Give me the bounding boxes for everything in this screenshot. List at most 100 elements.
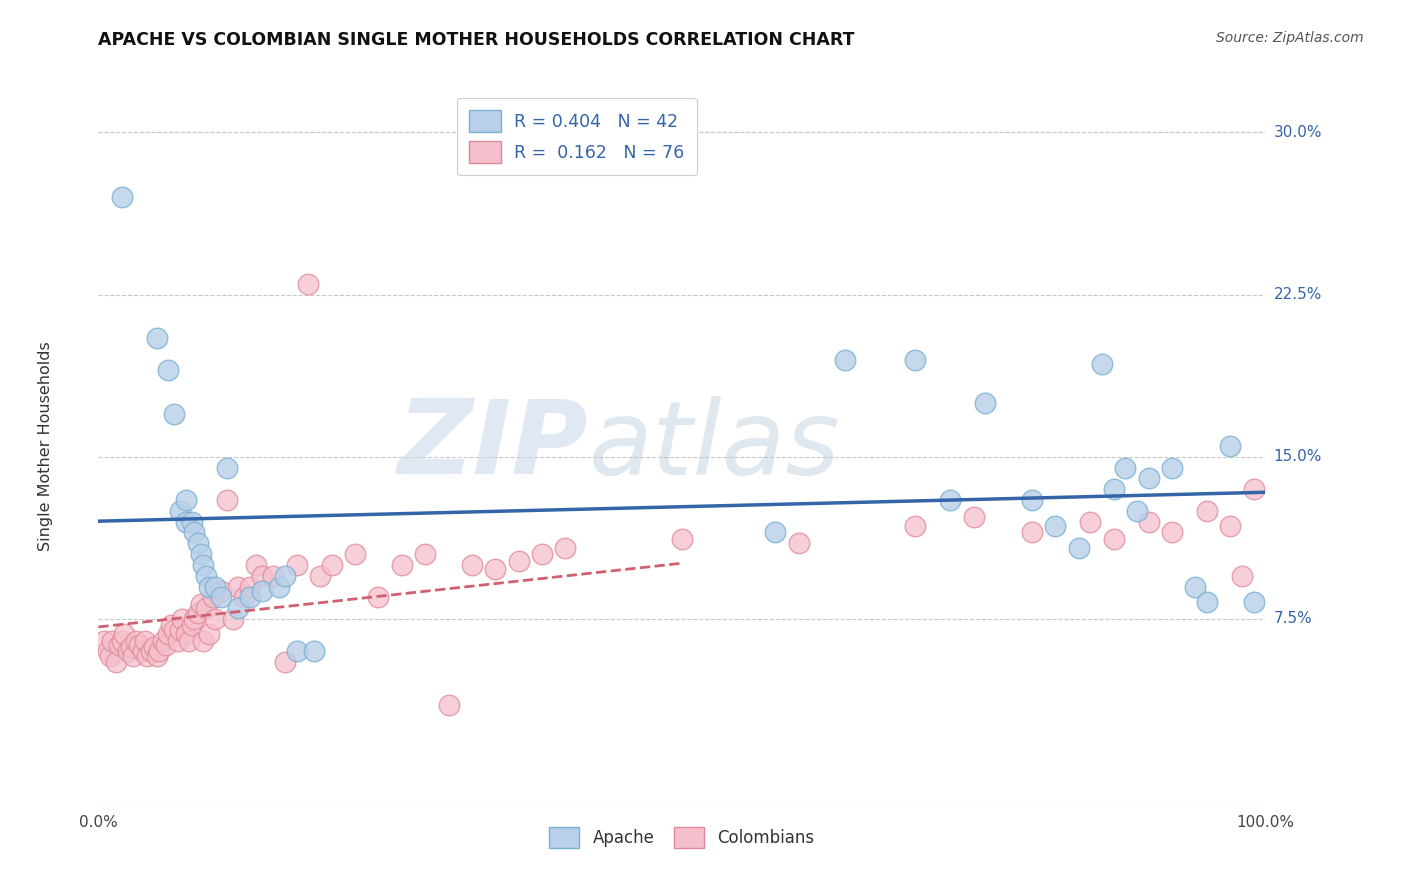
Point bbox=[530, 547, 553, 561]
Point bbox=[1137, 471, 1160, 485]
Point bbox=[193, 633, 215, 648]
Point bbox=[117, 644, 139, 658]
Point bbox=[209, 591, 232, 605]
Point bbox=[143, 640, 166, 654]
Point bbox=[152, 633, 174, 648]
Point bbox=[139, 644, 162, 658]
Point bbox=[228, 601, 250, 615]
Point bbox=[166, 633, 188, 648]
Point bbox=[169, 504, 191, 518]
Point bbox=[1021, 525, 1043, 540]
Point bbox=[233, 591, 256, 605]
Point bbox=[183, 525, 205, 540]
Point bbox=[367, 591, 389, 605]
Point bbox=[163, 407, 186, 421]
Point bbox=[159, 618, 181, 632]
Point bbox=[297, 277, 319, 291]
Text: 7.5%: 7.5% bbox=[1274, 612, 1312, 626]
Point bbox=[172, 612, 194, 626]
Legend: Apache, Colombians: Apache, Colombians bbox=[543, 821, 821, 855]
Point bbox=[174, 627, 197, 641]
Text: atlas: atlas bbox=[589, 396, 839, 496]
Point bbox=[194, 601, 217, 615]
Point bbox=[134, 633, 156, 648]
Point bbox=[194, 568, 217, 582]
Point bbox=[671, 532, 693, 546]
Point bbox=[93, 633, 115, 648]
Point bbox=[125, 633, 148, 648]
Point bbox=[344, 547, 367, 561]
Point bbox=[274, 655, 297, 669]
Point bbox=[97, 644, 120, 658]
Point bbox=[1243, 482, 1265, 496]
Point bbox=[146, 331, 169, 345]
Point bbox=[221, 612, 243, 626]
Point bbox=[413, 547, 436, 561]
Point bbox=[1219, 439, 1241, 453]
Point bbox=[128, 638, 150, 652]
Point bbox=[1045, 519, 1067, 533]
Point bbox=[939, 493, 962, 508]
Point bbox=[187, 536, 209, 550]
Point bbox=[391, 558, 413, 572]
Point bbox=[190, 597, 212, 611]
Point bbox=[904, 352, 927, 367]
Point bbox=[1102, 532, 1125, 546]
Point bbox=[285, 644, 308, 658]
Point bbox=[974, 396, 997, 410]
Text: ZIP: ZIP bbox=[398, 395, 589, 497]
Point bbox=[239, 591, 262, 605]
Point bbox=[962, 510, 984, 524]
Point bbox=[1137, 515, 1160, 529]
Point bbox=[508, 553, 530, 567]
Point bbox=[180, 515, 202, 529]
Point bbox=[204, 580, 226, 594]
Point bbox=[215, 493, 238, 508]
Point bbox=[146, 648, 169, 663]
Point bbox=[148, 644, 170, 658]
Point bbox=[484, 562, 506, 576]
Point bbox=[174, 515, 197, 529]
Text: 15.0%: 15.0% bbox=[1274, 450, 1322, 465]
Point bbox=[193, 558, 215, 572]
Point bbox=[1102, 482, 1125, 496]
Point bbox=[174, 493, 197, 508]
Point bbox=[1114, 460, 1136, 475]
Point bbox=[1243, 595, 1265, 609]
Point bbox=[122, 648, 145, 663]
Point bbox=[155, 638, 177, 652]
Point bbox=[554, 541, 576, 555]
Point bbox=[1021, 493, 1043, 508]
Point bbox=[157, 627, 180, 641]
Point bbox=[179, 633, 201, 648]
Point bbox=[169, 623, 191, 637]
Point bbox=[904, 519, 927, 533]
Point bbox=[111, 633, 134, 648]
Point bbox=[104, 655, 127, 669]
Point bbox=[1195, 504, 1218, 518]
Point bbox=[787, 536, 810, 550]
Point bbox=[209, 583, 232, 598]
Point bbox=[309, 568, 332, 582]
Text: Single Mother Households: Single Mother Households bbox=[38, 341, 53, 551]
Point bbox=[198, 580, 221, 594]
Point bbox=[1230, 568, 1253, 582]
Point bbox=[1126, 504, 1149, 518]
Point bbox=[228, 580, 250, 594]
Point bbox=[101, 633, 124, 648]
Point bbox=[250, 583, 273, 598]
Point bbox=[1091, 357, 1114, 371]
Point bbox=[1067, 541, 1090, 555]
Point bbox=[201, 591, 224, 605]
Point bbox=[183, 612, 205, 626]
Point bbox=[461, 558, 484, 572]
Point bbox=[120, 640, 142, 654]
Point bbox=[285, 558, 308, 572]
Point bbox=[215, 460, 238, 475]
Point bbox=[262, 568, 284, 582]
Point bbox=[245, 558, 267, 572]
Point bbox=[198, 627, 221, 641]
Point bbox=[163, 623, 186, 637]
Point bbox=[1195, 595, 1218, 609]
Point bbox=[274, 568, 297, 582]
